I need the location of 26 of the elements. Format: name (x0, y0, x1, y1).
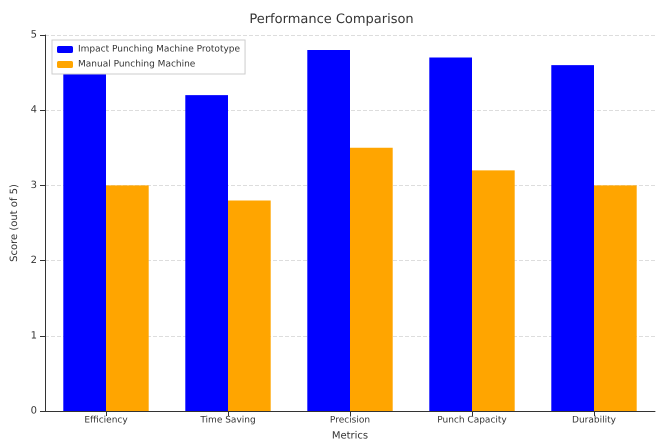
x-axis-title: Metrics (332, 430, 368, 442)
x-tick-label: Precision (330, 416, 370, 426)
bar (185, 95, 228, 411)
legend-label: Manual Punching Machine (78, 60, 196, 70)
bar (106, 185, 149, 411)
y-tick-label: 5 (30, 30, 37, 40)
x-tick-label: Durability (572, 416, 617, 426)
y-tick-label: 3 (30, 180, 37, 191)
x-tick-label: Time Saving (199, 416, 256, 426)
bar (551, 65, 594, 411)
bar (429, 58, 472, 411)
y-tick-label: 4 (30, 104, 37, 116)
bar (307, 50, 350, 411)
legend-label: Impact Punching Machine Prototype (78, 44, 241, 54)
x-tick-label: Efficiency (84, 416, 128, 426)
y-tick-label: 1 (30, 330, 37, 342)
bar (472, 170, 515, 411)
x-tick-label: Punch Capacity (437, 416, 508, 426)
bar (594, 185, 637, 411)
y-axis-title: Score (out of 5) (9, 184, 20, 262)
chart-title: Performance Comparison (249, 12, 414, 27)
y-tick-label: 0 (30, 406, 37, 416)
bar (63, 72, 106, 411)
bar (350, 148, 393, 411)
y-tick-label: 2 (30, 255, 37, 266)
bar (228, 200, 271, 411)
